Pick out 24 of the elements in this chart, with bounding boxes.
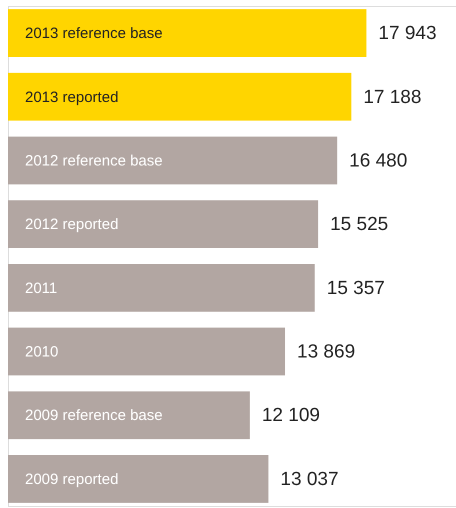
- data-label: 17 943: [378, 23, 437, 44]
- y-tick-label: 2010: [25, 344, 58, 361]
- bar: [8, 200, 318, 248]
- data-label: 17 188: [363, 86, 422, 108]
- data-label: 12 109: [262, 405, 320, 426]
- bar: [8, 455, 268, 503]
- bar: [8, 72, 352, 121]
- data-label: 13 869: [297, 342, 356, 363]
- data-label: 15 357: [326, 278, 385, 299]
- y-tick-label: 2009 reported: [25, 470, 118, 488]
- y-tick-label: 2012 reported: [25, 216, 118, 234]
- bar: [8, 9, 366, 57]
- y-tick-label: 2011: [25, 280, 58, 297]
- y-tick-label: 2009 reference base: [25, 407, 163, 424]
- y-tick-label: 2012 reference base: [25, 152, 163, 170]
- data-label: 15 525: [330, 214, 388, 236]
- bar: [8, 391, 250, 440]
- data-label: 13 037: [280, 468, 339, 490]
- bar: [8, 136, 338, 184]
- y-tick-label: 2013 reported: [25, 88, 118, 106]
- data-label: 16 480: [349, 150, 408, 172]
- bar: [8, 328, 286, 376]
- y-tick-label: 2013 reference base: [25, 25, 163, 42]
- bar: [8, 264, 315, 312]
